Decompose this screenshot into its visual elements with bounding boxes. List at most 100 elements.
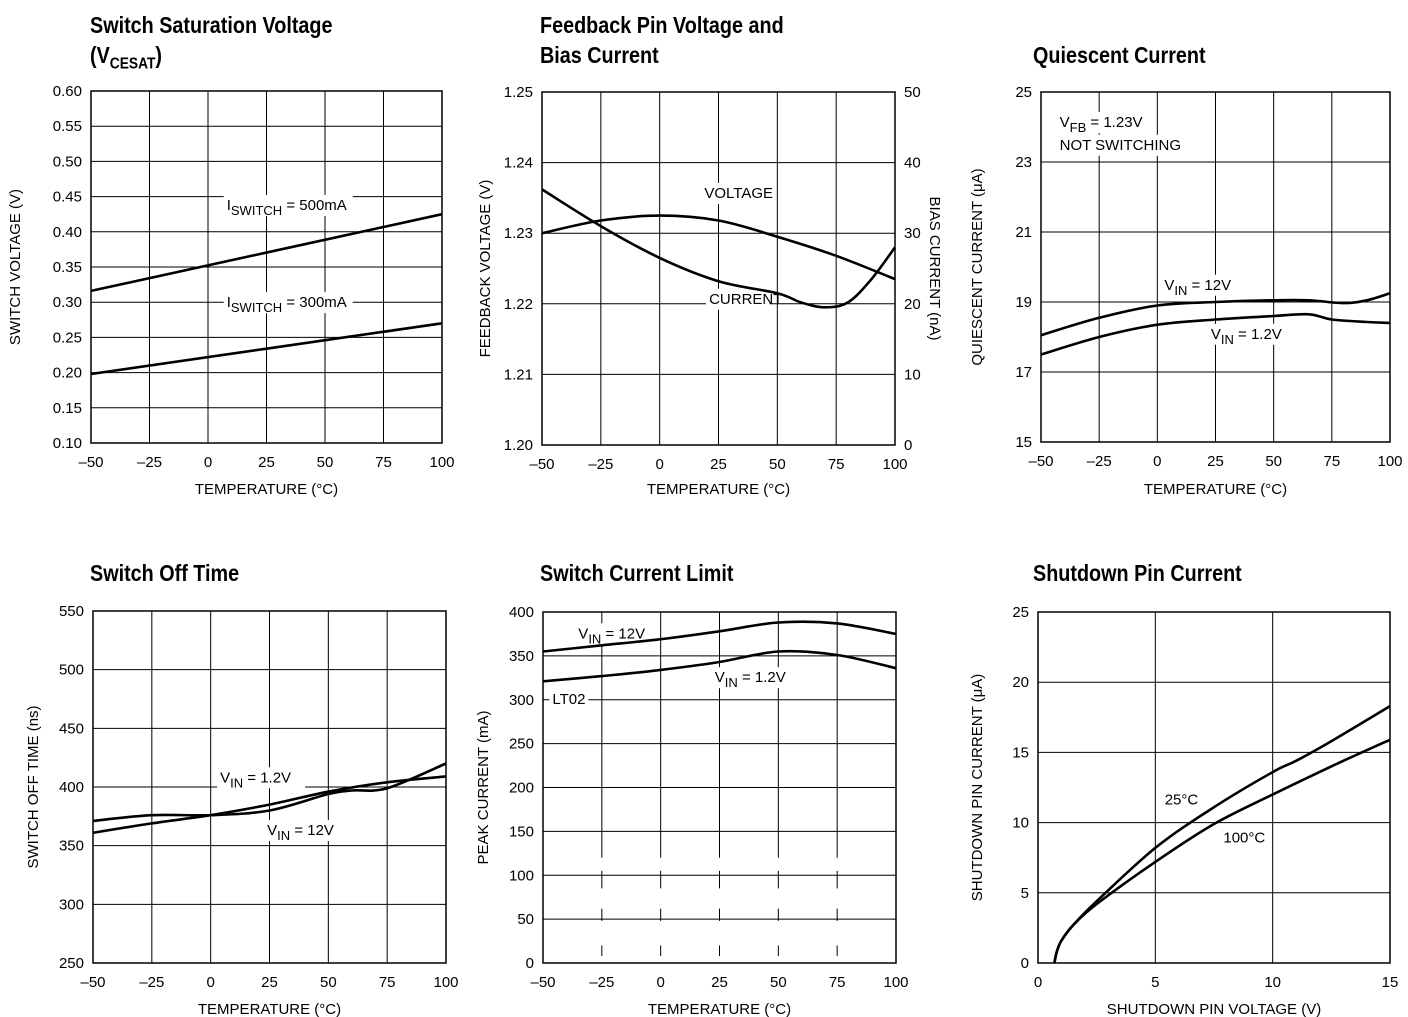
y-tick-labels: 15 17 19 21 23 25 xyxy=(1015,84,1032,451)
x-tick-label: 100 xyxy=(883,974,908,991)
x-tick-label: 10 xyxy=(1264,974,1281,991)
annotation-label: VIN = 1.2V xyxy=(715,669,786,690)
annotation-label: VIN = 1.2V xyxy=(1211,326,1282,347)
y2-tick-label: 0 xyxy=(904,437,912,454)
chart-title-line-2: Bias Current xyxy=(540,42,659,68)
annotation-bg xyxy=(711,667,800,689)
annotation-bg xyxy=(1220,827,1268,849)
annotation-bg xyxy=(264,820,344,842)
x-tick-label: –25 xyxy=(139,974,164,991)
y-tick-label: 150 xyxy=(509,823,534,840)
x-tick-label: 100 xyxy=(882,456,907,473)
y-tick-label: 19 xyxy=(1015,294,1032,311)
y-tick-label: 0.35 xyxy=(53,259,82,276)
y-tick-label: 350 xyxy=(59,838,84,855)
x-tick-label: 0 xyxy=(1153,453,1161,470)
annotations: 25°C 100°C xyxy=(1161,789,1268,849)
y-tick-label: 400 xyxy=(509,604,534,621)
series-line-1 xyxy=(1040,312,1391,356)
x-tick-label: –50 xyxy=(1028,453,1053,470)
x-tick-label: 25 xyxy=(710,456,727,473)
annotations: VOLTAGE CURRENT xyxy=(701,182,782,310)
y-tick-label: 17 xyxy=(1015,364,1032,381)
y-tick-label: 500 xyxy=(59,662,84,679)
x-tick-label: –25 xyxy=(137,454,162,471)
x-axis-label: TEMPERATURE (°C) xyxy=(648,1001,791,1017)
annotation-label: 25°C xyxy=(1165,791,1199,808)
chart-title: Switch Current Limit xyxy=(540,558,733,588)
x-tick-label: –50 xyxy=(78,454,103,471)
x-tick-label: 0 xyxy=(655,456,663,473)
y2-tick-label: 40 xyxy=(904,155,921,172)
x-tick-label: 0 xyxy=(656,974,664,991)
y-tick-label: 450 xyxy=(59,720,84,737)
chart-title-line-1: Shutdown Pin Current xyxy=(1033,560,1242,586)
x-tick-label: –50 xyxy=(529,456,554,473)
y-tick-label: 15 xyxy=(1012,744,1029,761)
x-tick-label: 0 xyxy=(206,974,214,991)
y-tick-label: 0.60 xyxy=(53,83,82,100)
y-tick-label: 550 xyxy=(59,603,84,620)
y-tick-label: 100 xyxy=(509,867,534,884)
chart-title-line-1: Switch Saturation Voltage xyxy=(90,12,333,38)
chart-title: Feedback Pin Voltage and Bias Current xyxy=(540,10,784,70)
x-tick-labels: –50 –25 0 25 50 75 100 xyxy=(80,974,458,991)
y-tick-label: 25 xyxy=(1015,84,1032,101)
y-tick-label: 0.20 xyxy=(53,365,82,382)
y-tick-label: 1.22 xyxy=(504,296,533,313)
plot-frame xyxy=(541,91,896,446)
x-tick-label: –25 xyxy=(589,974,614,991)
x-tick-label: 75 xyxy=(828,456,845,473)
y-axis-label: QUIESCENT CURRENT (μA) xyxy=(969,168,986,365)
annotation-bg xyxy=(575,623,656,645)
series-line-0 xyxy=(1040,292,1391,337)
x-tick-labels: –50 –25 0 25 50 75 100 xyxy=(530,974,908,991)
annotation-bg xyxy=(706,288,770,310)
y-tick-label: 0.45 xyxy=(53,189,82,206)
x-tick-label: 50 xyxy=(1265,453,1282,470)
y-axis-label: SHUTDOWN PIN CURRENT (μA) xyxy=(969,674,986,902)
annotation-bg xyxy=(549,689,589,711)
y-tick-label: 0.15 xyxy=(53,400,82,417)
x-axis-label: SHUTDOWN PIN VOLTAGE (V) xyxy=(1107,1001,1321,1017)
x-tick-labels: –50 –25 0 25 50 75 100 xyxy=(1028,453,1402,470)
annotation-bg xyxy=(1161,274,1242,296)
y-axis-label: SWITCH VOLTAGE (V) xyxy=(7,189,24,345)
annotation-bg xyxy=(217,767,306,789)
x-axis-label: TEMPERATURE (°C) xyxy=(195,481,338,498)
y2-tick-label: 50 xyxy=(904,84,921,101)
annotation-bg xyxy=(1207,323,1296,345)
x-tick-label: 0 xyxy=(204,454,212,471)
y-tick-label: 0.50 xyxy=(53,153,82,170)
annotation-label: ISWITCH = 500mA xyxy=(227,197,347,218)
x-tick-label: 50 xyxy=(320,974,337,991)
y-tick-label: 400 xyxy=(59,779,84,796)
y-tick-labels: 0 5 10 15 20 25 xyxy=(1012,604,1029,972)
y-tick-label: 0.55 xyxy=(53,118,82,135)
y2-tick-labels: 0 10 20 30 40 50 xyxy=(904,84,921,454)
x-tick-label: –25 xyxy=(1087,453,1112,470)
series-line-1 xyxy=(1053,738,1391,964)
y2-axis-label: BIAS CURRENT (nA) xyxy=(926,197,943,341)
annotation-label: VFB = 1.23V xyxy=(1060,114,1143,135)
y-tick-label: 0.10 xyxy=(53,435,82,452)
y-tick-labels: 0.10 0.15 0.20 0.25 0.30 0.35 0.40 0.45 0.50 0.55… xyxy=(53,83,82,452)
x-tick-label: –50 xyxy=(530,974,555,991)
y-tick-label: 1.25 xyxy=(504,84,533,101)
x-tick-label: –50 xyxy=(80,974,105,991)
annotation-label: NOT SWITCHING xyxy=(1060,137,1181,154)
x-tick-label: 50 xyxy=(770,974,787,991)
series-line-0 xyxy=(541,214,896,281)
x-tick-label: 100 xyxy=(433,974,458,991)
annotation-label: VIN = 12V xyxy=(1164,277,1231,298)
y2-tick-label: 10 xyxy=(904,366,921,383)
annotations: VIN = 1.2V VIN = 12V xyxy=(217,767,344,843)
annotation-bg xyxy=(1056,134,1170,156)
annotation-label: CURRENT xyxy=(709,291,782,308)
y-tick-labels: 0 50 100 150 200 250 300 350 400 xyxy=(509,604,534,972)
y-tick-label: 15 xyxy=(1015,434,1032,451)
annotation-bg xyxy=(223,194,353,216)
x-tick-label: 75 xyxy=(829,974,846,991)
